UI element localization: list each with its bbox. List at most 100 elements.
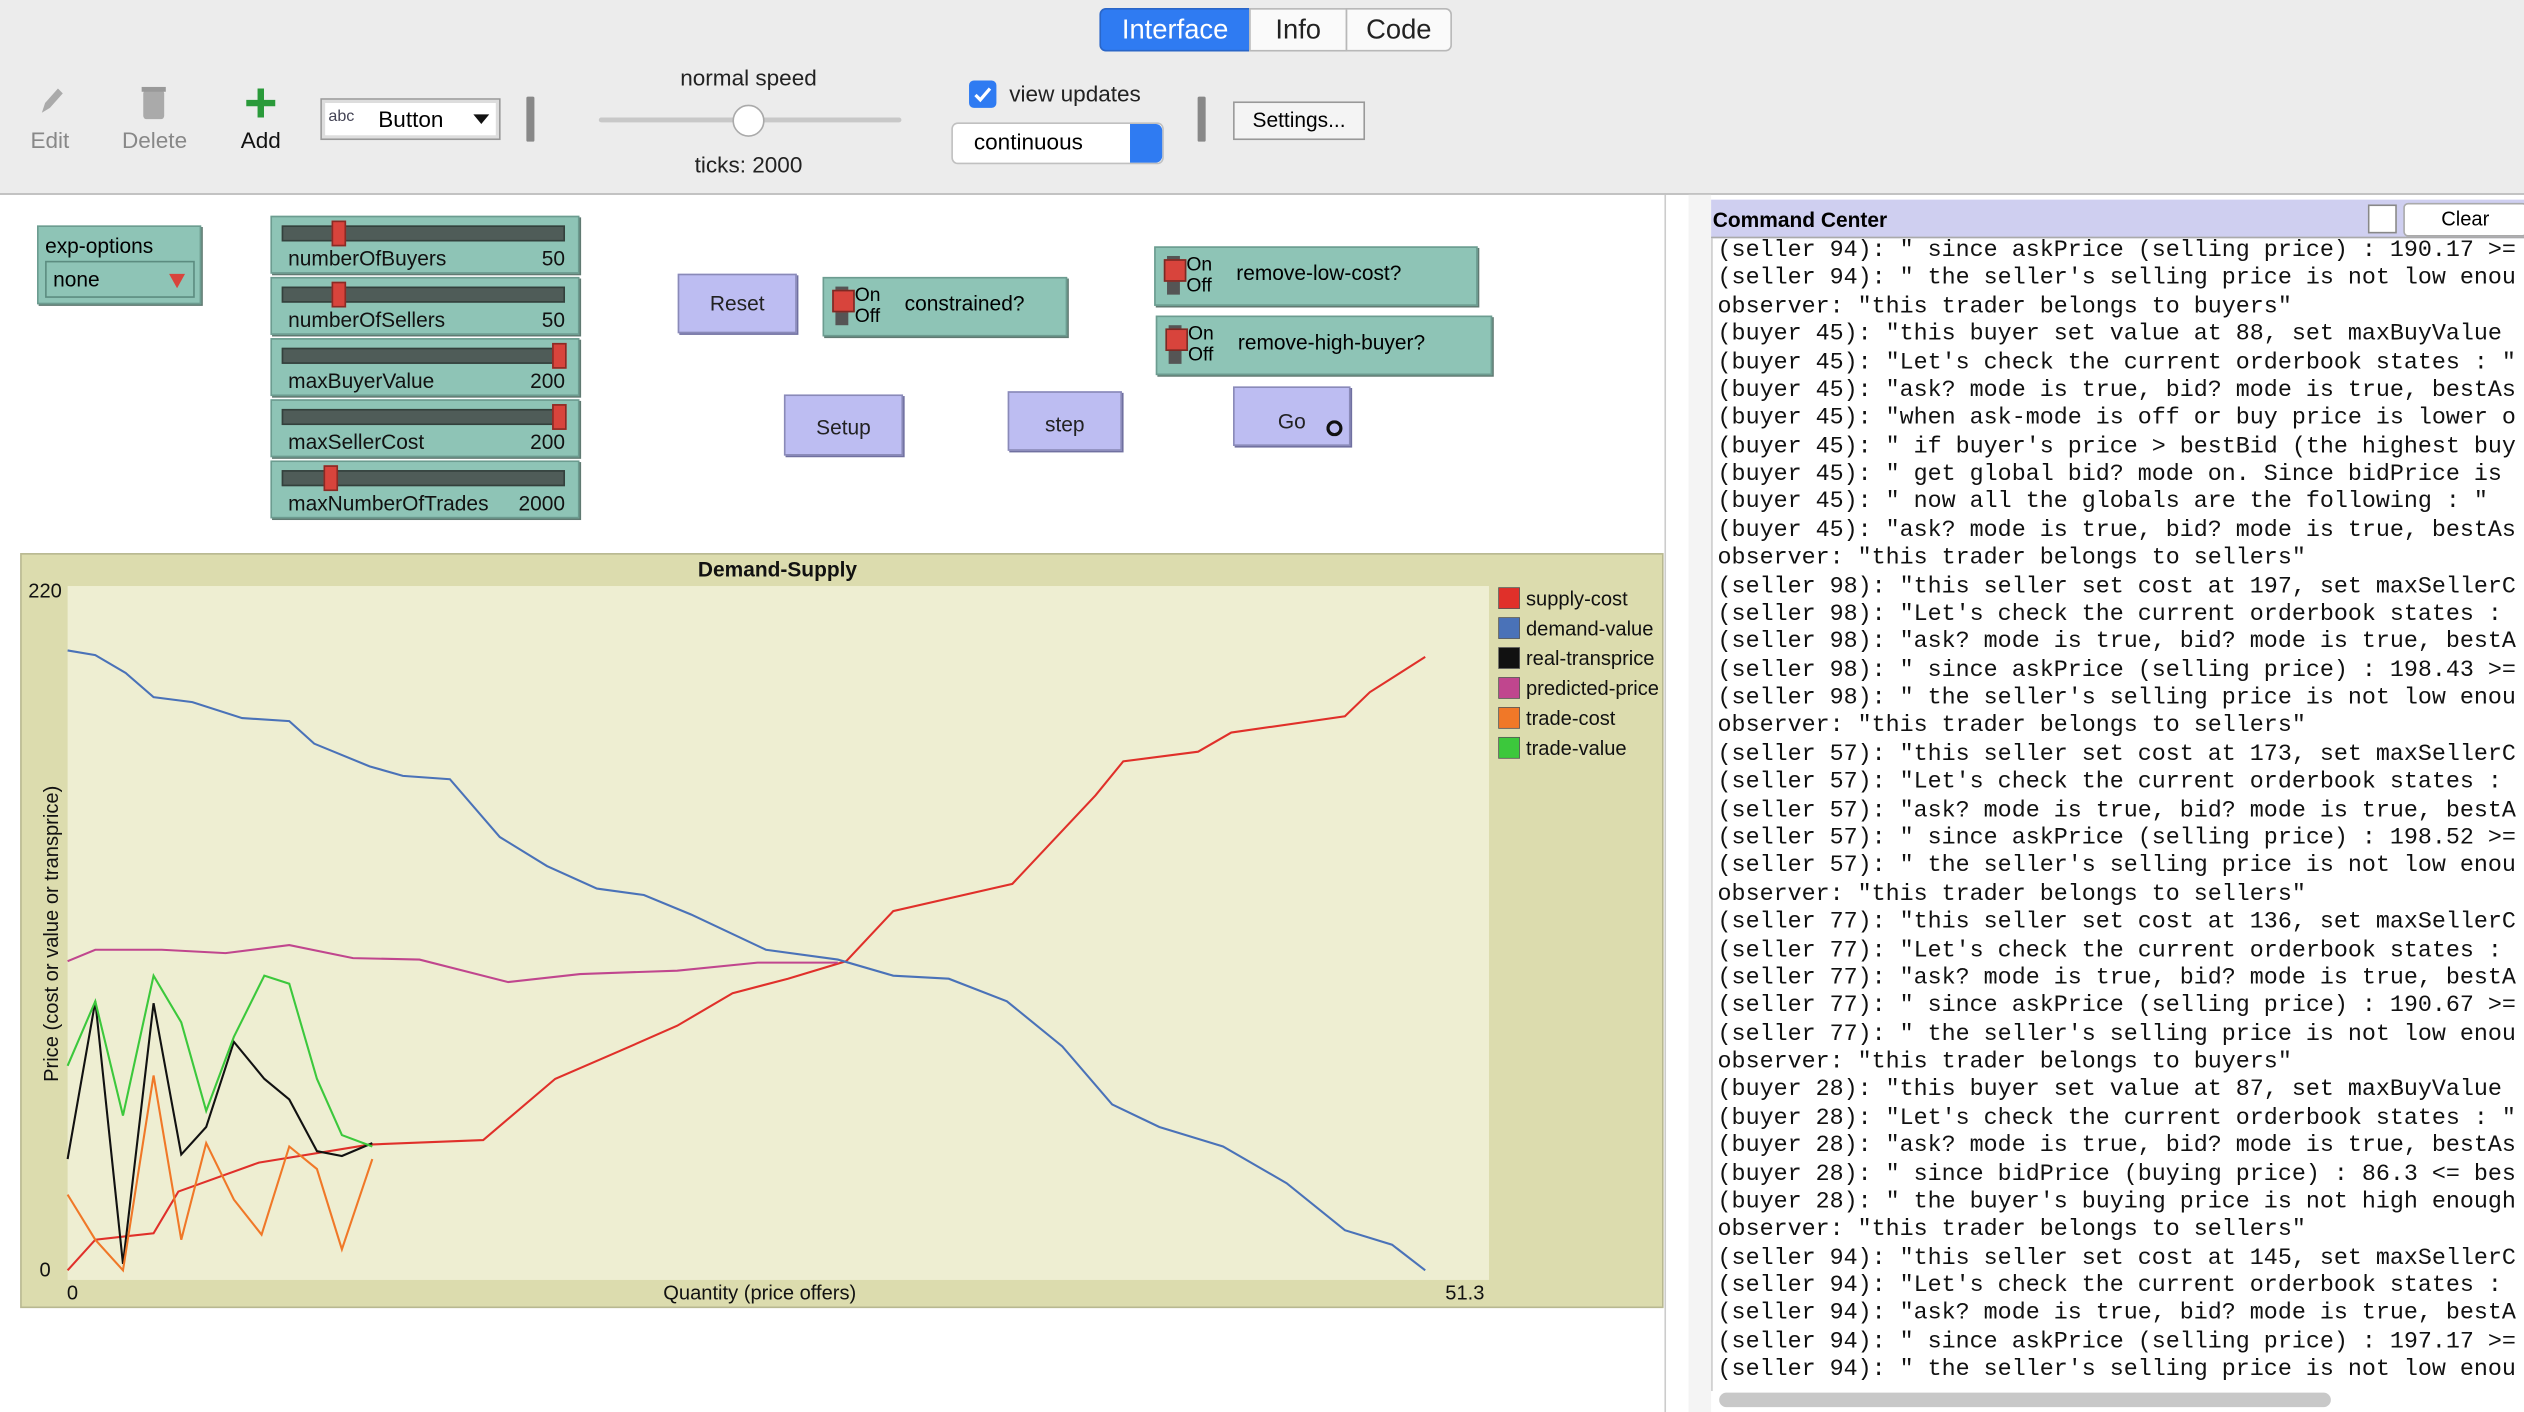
dropdown-arrow (473, 114, 489, 124)
switch-off: Off (1186, 274, 1211, 297)
tab-interface[interactable]: Interface (1099, 8, 1250, 51)
add-button[interactable]: Add (212, 127, 309, 153)
switch-label: constrained? (905, 291, 1025, 315)
switch[interactable]: OnOffconstrained? (823, 277, 1068, 337)
output-line: (seller 98): " since askPrice (selling p… (1718, 658, 2516, 684)
divider-handle[interactable] (1689, 195, 1712, 1412)
output-line: (seller 57): "Let's check the current or… (1718, 770, 2502, 796)
delete-button[interactable]: Delete (106, 127, 203, 153)
slider-value: 2000 (518, 491, 565, 515)
output-line: observer: "this trader belongs to seller… (1718, 714, 2306, 740)
chooser-value: none (53, 267, 100, 291)
output-line: (seller 98): " the seller's selling pric… (1718, 686, 2516, 712)
output-line: (seller 94): "Let's check the current or… (1718, 1274, 2502, 1300)
separator (1198, 97, 1206, 142)
check-mark (969, 81, 996, 108)
slider-track (282, 409, 565, 425)
go-button[interactable]: Go (1233, 386, 1351, 446)
command-center-header: Command Center Clear (1711, 200, 2524, 239)
switch-on: On (1188, 322, 1214, 345)
output-line: (buyer 28): "ask? mode is true, bid? mod… (1718, 1134, 2516, 1160)
output-line: (buyer 28): "Let's check the current ord… (1718, 1106, 2516, 1132)
output-line: (seller 77): " since askPrice (selling p… (1718, 994, 2516, 1020)
output-line: (seller 57): " since askPrice (selling p… (1718, 826, 2516, 852)
settings-button[interactable]: Settings... (1233, 101, 1365, 140)
ticks-counter: ticks: 2000 (612, 151, 886, 177)
output-line: (seller 94): " since askPrice (selling p… (1718, 238, 2516, 264)
slider-value: 200 (530, 430, 565, 454)
output-line: (buyer 28): "this buyer set value at 87,… (1718, 1078, 2502, 1104)
clear-button[interactable]: Clear (2403, 203, 2524, 237)
legend-swatch (1499, 618, 1520, 639)
slider[interactable]: numberOfSellers 50 (270, 277, 579, 335)
step-button[interactable]: step (1008, 391, 1122, 451)
output-line: (buyer 45): "this buyer set value at 88,… (1718, 322, 2502, 348)
legend-swatch (1499, 707, 1520, 728)
output-line: (buyer 45): "Let's check the current ord… (1718, 350, 2516, 376)
output-line: observer: "this trader belongs to buyers… (1718, 1050, 2292, 1076)
chooser[interactable]: exp-options none (37, 225, 201, 304)
x-tick-label: 51.3 (1445, 1282, 1484, 1304)
legend-label: demand-value (1526, 618, 1653, 640)
popout-button[interactable] (2368, 204, 2397, 233)
output-line: (buyer 45): "ask? mode is true, bid? mod… (1718, 518, 2516, 544)
output-line: (seller 77): "ask? mode is true, bid? mo… (1718, 966, 2516, 992)
setup-button[interactable]: Setup (784, 394, 903, 455)
output-line: observer: "this trader belongs to seller… (1718, 546, 2306, 572)
slider-thumb (332, 221, 346, 247)
output-line: (seller 94): " the seller's selling pric… (1718, 1358, 2516, 1384)
switch-off: Off (1188, 343, 1213, 366)
widget-type-icon: abc (328, 108, 354, 126)
scrollbar[interactable] (1719, 1393, 2331, 1407)
switch-knob (1164, 259, 1187, 282)
speed-thumb[interactable] (732, 105, 764, 137)
output-line: observer: "this trader belongs to seller… (1718, 1218, 2306, 1244)
slider-value: 50 (542, 246, 565, 270)
output-line: (seller 98): "ask? mode is true, bid? mo… (1718, 630, 2516, 656)
update-mode-select[interactable]: continuous (951, 122, 1163, 164)
toolbar: Interface Info Code Edit Delete Add abc … (0, 0, 2524, 195)
legend-label: trade-cost (1526, 708, 1616, 730)
output-line: (buyer 45): "when ask-mode is off or buy… (1718, 406, 2516, 432)
slider[interactable]: maxNumberOfTrades 2000 (270, 460, 579, 518)
output-line: (seller 77): "Let's check the current or… (1718, 938, 2502, 964)
output-line: (buyer 45): "ask? mode is true, bid? mod… (1718, 378, 2516, 404)
slider-name: maxNumberOfTrades (288, 491, 488, 515)
tab-info[interactable]: Info (1249, 8, 1347, 51)
switch[interactable]: OnOffremove-high-buyer? (1156, 316, 1492, 376)
output-line: (seller 77): "this seller set cost at 13… (1718, 910, 2516, 936)
slider-value: 50 (542, 308, 565, 332)
slider-value: 200 (530, 369, 565, 393)
reset-button[interactable]: Reset (678, 274, 797, 334)
view-updates-checkbox[interactable] (969, 81, 996, 108)
legend-swatch (1499, 648, 1520, 669)
x-tick-label: 0 (67, 1282, 78, 1304)
edit-button[interactable]: Edit (2, 127, 99, 153)
switch[interactable]: OnOffremove-low-cost? (1154, 246, 1478, 306)
legend-label: trade-value (1526, 738, 1627, 760)
command-output: (seller 94): " since askPrice (selling p… (1711, 238, 2524, 1391)
chooser-box: none (45, 261, 195, 298)
slider-name: maxSellerCost (288, 430, 424, 454)
output-line: (seller 57): "this seller set cost at 17… (1718, 742, 2516, 768)
add-icon (245, 87, 277, 119)
switch-on: On (855, 283, 881, 306)
plot-title: Demand-Supply (698, 558, 857, 581)
slider[interactable]: maxBuyerValue200 (270, 338, 579, 396)
slider-thumb (324, 465, 338, 491)
legend-swatch (1499, 737, 1520, 758)
output-line: (seller 77): " the seller's selling pric… (1718, 1022, 2516, 1048)
legend-swatch (1499, 677, 1520, 698)
tab-code[interactable]: Code (1346, 8, 1452, 51)
slider[interactable]: maxSellerCost 200 (270, 399, 579, 457)
slider[interactable]: numberOfBuyers50 (270, 216, 579, 274)
output-line: (seller 94): "ask? mode is true, bid? mo… (1718, 1302, 2516, 1328)
y-tick-label: 220 (28, 580, 62, 602)
slider-thumb (332, 282, 346, 308)
slider-name: numberOfSellers (288, 308, 445, 332)
y-axis-label: Price (cost or value or transprice) (41, 786, 63, 1082)
go-label: Go (1278, 409, 1306, 433)
x-axis-label: Quantity (price offers) (663, 1282, 856, 1304)
output-line: observer: "this trader belongs to seller… (1718, 882, 2306, 908)
widget-type-select[interactable]: abc Button (320, 98, 500, 140)
